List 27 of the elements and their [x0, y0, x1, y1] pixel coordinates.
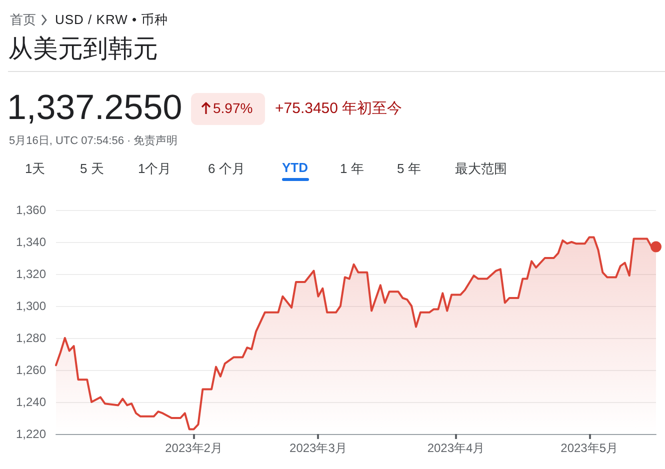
text: 最大范围 [455, 160, 507, 178]
text: YTD [282, 160, 308, 175]
text: 1 年 [340, 160, 364, 178]
y-tick-label: 1,220 [16, 427, 46, 441]
y-tick-label: 1,340 [16, 235, 46, 249]
y-tick-label: 1,240 [16, 395, 46, 409]
text: USD / KRW • 币种 [55, 11, 168, 29]
x-tick-label: 2023年3月 [290, 441, 347, 455]
chart-title: 从美元到韩元 [8, 34, 158, 65]
y-tick-label: 1,360 [16, 203, 46, 217]
x-tick-label: 2023年5月 [560, 441, 618, 455]
y-tick-label: 1,260 [16, 363, 46, 377]
text: 1个月 [138, 160, 172, 178]
text: 5 天 [80, 160, 104, 178]
y-tick-label: 1,280 [16, 331, 46, 345]
text: 5 年 [397, 160, 421, 178]
x-tick-label: 2023年4月 [427, 441, 485, 455]
text: +75.3450 年初至今 [275, 99, 402, 118]
text: 5月16日, UTC 07:54:56 · 免责声明 [9, 134, 178, 148]
text: 1,337.2550 [7, 88, 182, 128]
text: 5.97% [213, 100, 253, 116]
y-tick-label: 1,300 [16, 299, 46, 313]
y-tick-label: 1,320 [16, 267, 46, 281]
text: 6 个月 [208, 160, 245, 178]
text: 首页 [10, 11, 36, 29]
x-tick-label: 2023年2月 [165, 441, 222, 455]
text: 1天 [25, 160, 46, 178]
